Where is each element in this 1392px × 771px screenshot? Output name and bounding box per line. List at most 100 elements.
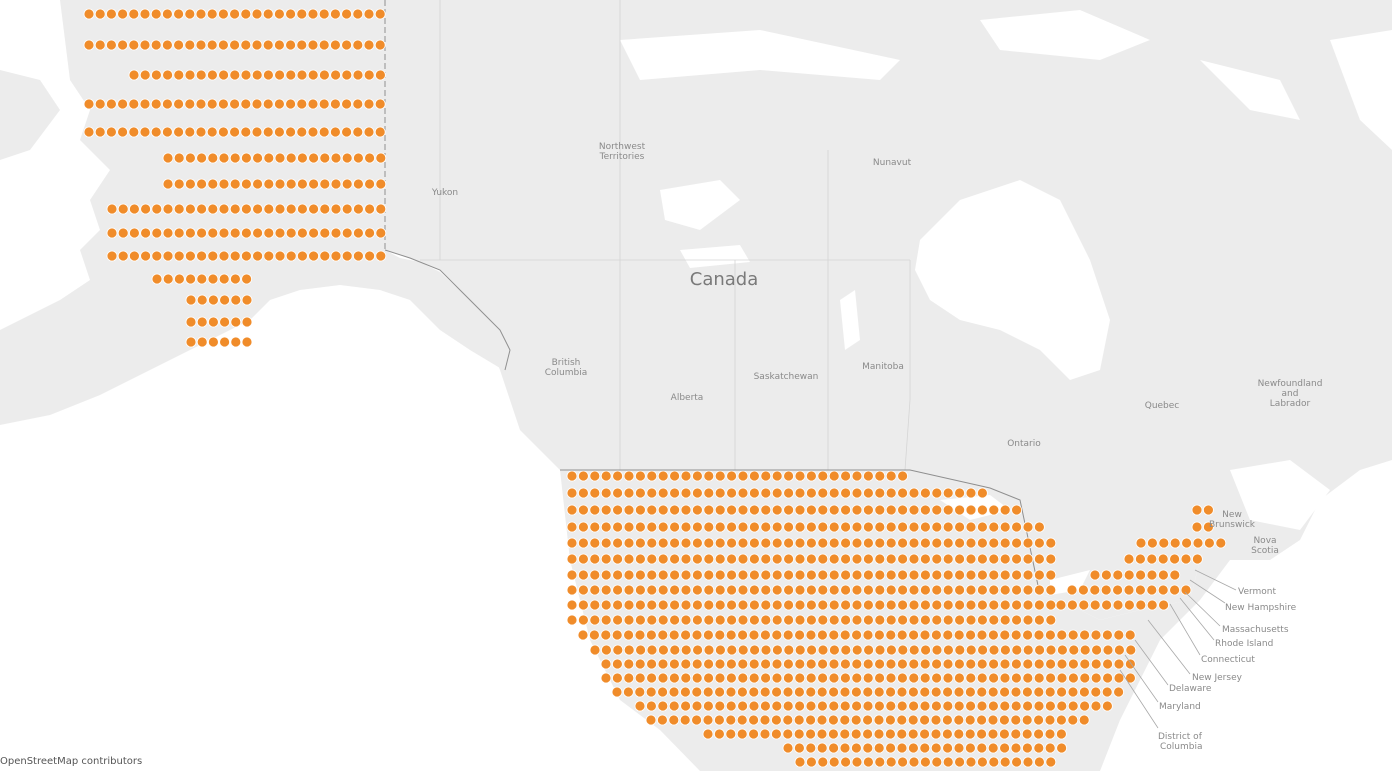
map-marker[interactable]	[296, 203, 308, 215]
map-marker[interactable]	[623, 599, 635, 611]
map-marker[interactable]	[702, 728, 714, 740]
map-marker[interactable]	[296, 250, 308, 262]
map-marker[interactable]	[874, 756, 886, 768]
map-marker[interactable]	[352, 69, 364, 81]
map-marker[interactable]	[657, 504, 669, 516]
map-marker[interactable]	[612, 644, 624, 656]
map-marker[interactable]	[828, 756, 840, 768]
map-marker[interactable]	[760, 672, 771, 684]
map-marker[interactable]	[1180, 584, 1192, 596]
map-marker[interactable]	[806, 537, 817, 549]
map-marker[interactable]	[987, 686, 999, 698]
map-marker[interactable]	[319, 250, 331, 262]
map-marker[interactable]	[806, 470, 817, 482]
map-marker[interactable]	[128, 8, 140, 20]
map-marker[interactable]	[1011, 672, 1022, 684]
map-marker[interactable]	[106, 98, 117, 110]
map-marker[interactable]	[749, 569, 760, 581]
map-marker[interactable]	[94, 8, 106, 20]
map-marker[interactable]	[1022, 644, 1034, 656]
map-marker[interactable]	[953, 629, 965, 641]
map-marker[interactable]	[828, 614, 840, 626]
map-marker[interactable]	[840, 599, 851, 611]
map-marker[interactable]	[578, 569, 589, 581]
map-marker[interactable]	[714, 553, 726, 565]
map-marker[interactable]	[920, 599, 931, 611]
map-marker[interactable]	[1146, 599, 1158, 611]
map-marker[interactable]	[794, 584, 806, 596]
map-marker[interactable]	[851, 614, 863, 626]
map-marker[interactable]	[240, 98, 252, 110]
map-marker[interactable]	[241, 336, 253, 348]
map-marker[interactable]	[219, 316, 231, 328]
map-marker[interactable]	[1034, 599, 1045, 611]
map-marker[interactable]	[908, 599, 920, 611]
map-marker[interactable]	[874, 504, 886, 516]
map-marker[interactable]	[931, 672, 942, 684]
map-marker[interactable]	[589, 504, 601, 516]
map-marker[interactable]	[703, 537, 715, 549]
map-marker[interactable]	[987, 714, 999, 726]
map-marker[interactable]	[1191, 521, 1203, 533]
map-marker[interactable]	[150, 39, 162, 51]
map-marker[interactable]	[1215, 537, 1227, 549]
map-marker[interactable]	[817, 521, 829, 533]
map-marker[interactable]	[1033, 686, 1045, 698]
map-marker[interactable]	[726, 537, 737, 549]
map-marker[interactable]	[863, 521, 874, 533]
map-marker[interactable]	[106, 8, 117, 20]
map-marker[interactable]	[771, 584, 783, 596]
map-marker[interactable]	[919, 686, 931, 698]
map-marker[interactable]	[1044, 728, 1056, 740]
map-marker[interactable]	[1022, 742, 1033, 754]
map-marker[interactable]	[828, 686, 839, 698]
map-marker[interactable]	[783, 553, 794, 565]
map-marker[interactable]	[341, 126, 353, 138]
map-marker[interactable]	[151, 203, 163, 215]
map-marker[interactable]	[374, 8, 386, 20]
map-marker[interactable]	[874, 553, 886, 565]
map-marker[interactable]	[794, 470, 806, 482]
map-marker[interactable]	[240, 126, 252, 138]
map-marker[interactable]	[1112, 599, 1124, 611]
map-marker[interactable]	[375, 250, 387, 262]
map-marker[interactable]	[907, 728, 919, 740]
map-marker[interactable]	[274, 152, 286, 164]
map-marker[interactable]	[1181, 537, 1192, 549]
map-marker[interactable]	[896, 686, 908, 698]
map-marker[interactable]	[828, 629, 840, 641]
map-marker[interactable]	[977, 487, 988, 499]
map-marker[interactable]	[794, 614, 806, 626]
map-marker[interactable]	[645, 714, 657, 726]
map-marker[interactable]	[988, 553, 1000, 565]
map-marker[interactable]	[942, 521, 954, 533]
map-marker[interactable]	[612, 599, 623, 611]
map-marker[interactable]	[1033, 742, 1045, 754]
map-marker[interactable]	[931, 700, 942, 712]
map-marker[interactable]	[794, 644, 806, 656]
map-marker[interactable]	[794, 686, 805, 698]
map-marker[interactable]	[329, 98, 341, 110]
map-marker[interactable]	[184, 98, 196, 110]
map-marker[interactable]	[908, 521, 920, 533]
map-marker[interactable]	[669, 644, 681, 656]
map-marker[interactable]	[977, 584, 988, 596]
map-marker[interactable]	[805, 714, 816, 726]
map-marker[interactable]	[977, 644, 988, 656]
map-marker[interactable]	[897, 553, 908, 565]
map-marker[interactable]	[1135, 599, 1147, 611]
map-marker[interactable]	[669, 521, 680, 533]
map-marker[interactable]	[139, 98, 151, 110]
map-marker[interactable]	[999, 569, 1011, 581]
map-marker[interactable]	[330, 203, 342, 215]
map-marker[interactable]	[692, 569, 703, 581]
map-marker[interactable]	[658, 644, 669, 656]
map-marker[interactable]	[863, 599, 874, 611]
map-marker[interactable]	[771, 599, 783, 611]
map-marker[interactable]	[714, 658, 726, 670]
map-marker[interactable]	[330, 178, 342, 190]
map-marker[interactable]	[987, 728, 999, 740]
map-marker[interactable]	[1146, 584, 1158, 596]
map-marker[interactable]	[374, 39, 386, 51]
